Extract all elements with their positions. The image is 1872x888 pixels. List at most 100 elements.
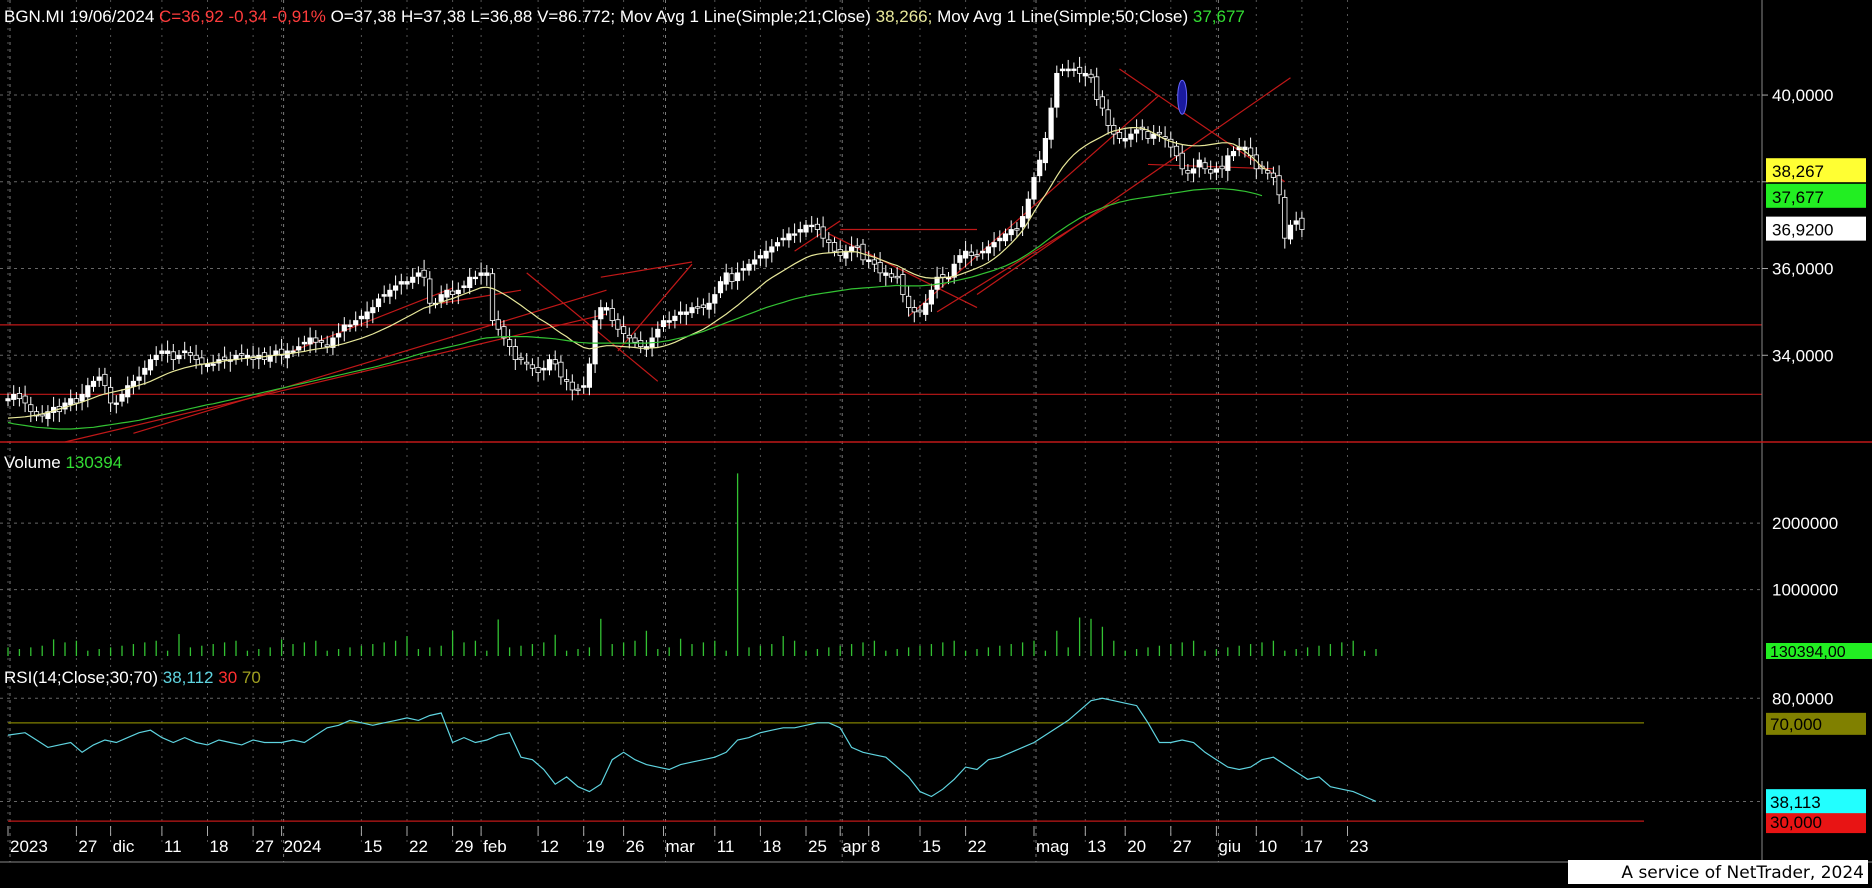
candle-body [529, 364, 536, 369]
candle-body [826, 239, 832, 243]
candle-body [1208, 169, 1214, 174]
time-tick-label: 23 [1350, 837, 1369, 856]
candle-body [1191, 168, 1197, 174]
rsi-level-badge [1766, 712, 1866, 735]
candle-body [1270, 172, 1276, 178]
candle-body [62, 402, 68, 410]
volume-panel[interactable] [7, 473, 1377, 656]
candle-body [108, 386, 114, 404]
candle-body [940, 274, 946, 278]
candle-body [552, 359, 558, 365]
candle-body [774, 242, 781, 247]
candle-body [723, 272, 729, 285]
candle-body [79, 393, 85, 402]
candle-body [917, 309, 923, 313]
rsi-panel[interactable] [7, 697, 1644, 822]
candle-body [102, 373, 108, 387]
time-tick-label: 2023 [10, 837, 48, 856]
candle-body [706, 302, 712, 310]
time-tick-label: 27 [78, 837, 97, 856]
volume-tick-label: 2000000 [1772, 514, 1838, 533]
candle-body [16, 393, 23, 400]
candle-body [735, 272, 741, 282]
candle-body [1042, 138, 1048, 164]
candle-body [449, 290, 456, 295]
change-label: C=36,92 -0,34 -0,91% [159, 7, 326, 26]
price-tick-label: 40,0000 [1772, 86, 1833, 105]
candle-body [757, 255, 764, 259]
time-tick-label: dic [113, 837, 135, 856]
candle-body [33, 411, 40, 417]
candle-body [1002, 233, 1009, 242]
time-tick-label: 2024 [284, 837, 322, 856]
candle-body [1242, 146, 1248, 151]
candle-body [85, 385, 91, 398]
candle-body [1065, 68, 1071, 72]
candle-body [928, 289, 935, 305]
time-tick-label: 8 [871, 837, 880, 856]
candle-body [119, 393, 125, 402]
candle-body [655, 328, 661, 338]
candle-body [153, 354, 159, 360]
volume-value: 130394 [65, 453, 122, 472]
candle-body [1196, 159, 1202, 168]
candle-body [581, 385, 587, 388]
candle-body [792, 233, 798, 236]
candle-body [313, 337, 319, 343]
candle-body [923, 302, 929, 315]
candle-body [96, 376, 102, 381]
candle-body [1145, 131, 1151, 139]
candle-body [535, 367, 541, 374]
time-tick-label: 27 [255, 837, 274, 856]
candle-body [1219, 165, 1225, 170]
trend-line [908, 94, 1160, 317]
candle-body [318, 340, 325, 343]
price-panel[interactable] [0, 56, 1762, 443]
candle-body [1071, 68, 1077, 71]
volume-badge-label: 130394,00 [1770, 644, 1846, 661]
candle-body [626, 334, 632, 339]
trend-line [64, 313, 607, 443]
candle-body [1014, 228, 1020, 231]
candle-body [193, 354, 199, 360]
candle-body [1168, 138, 1174, 148]
candle-body [820, 226, 826, 239]
candle-body [438, 294, 444, 302]
candle-body [1287, 224, 1294, 240]
time-tick-label: 17 [1304, 837, 1323, 856]
candle-body [301, 341, 308, 345]
ohlv-label: O=37,38 H=37,38 L=36,88 V=86.772; [331, 7, 616, 26]
candle-body [769, 246, 775, 253]
volume-header: Volume 130394 [4, 453, 122, 472]
candle-body [866, 259, 872, 262]
candle-body [1099, 96, 1105, 109]
footer-text: A service of NetTrader, 2024 [1621, 863, 1864, 883]
candle-body [871, 259, 878, 265]
candle-body [1173, 145, 1180, 157]
axes: 40,0000 36,0000 34,0000 38,267 37,677 36,9200… [0, 0, 1872, 863]
candle-body [1299, 217, 1305, 230]
trend-line [600, 261, 693, 278]
volume-tick-label: 1000000 [1772, 581, 1838, 600]
time-tick-label: 27 [1173, 837, 1192, 856]
price-badge [1766, 158, 1866, 183]
candle-body [1134, 129, 1140, 134]
candle-body [307, 337, 313, 345]
candle-body [660, 320, 667, 328]
candle-body [330, 337, 336, 348]
candle-body [814, 223, 821, 230]
candle-body [392, 285, 399, 291]
rsi-level-label: 30,000 [1770, 813, 1822, 832]
candle-body [296, 346, 302, 351]
candle-body [592, 320, 598, 365]
time-tick-label: 18 [210, 837, 229, 856]
candle-body [22, 395, 28, 404]
candle-body [888, 273, 895, 278]
candle-body [1025, 198, 1031, 219]
candle-body [1202, 162, 1208, 170]
candle-body [387, 289, 393, 297]
candle-body [877, 262, 883, 274]
time-tick-label: feb [483, 837, 507, 856]
volume-label: Volume [4, 453, 61, 472]
